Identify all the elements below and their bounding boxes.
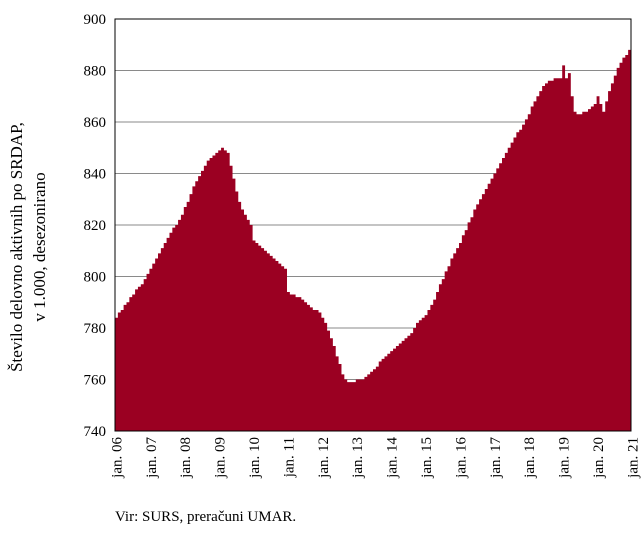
x-tick-label: jan. 18 — [522, 437, 538, 479]
x-tick-label: jan. 13 — [350, 437, 366, 479]
y-tick-label: 880 — [84, 64, 107, 80]
x-tick-label: jan. 11 — [281, 437, 297, 478]
y-axis-label-line1: Število delovno aktivnih po SRDAP, — [7, 122, 26, 372]
x-tick-label: jan. 17 — [488, 437, 504, 479]
employment-series-area — [115, 49, 631, 432]
plot-frame — [114, 18, 632, 432]
x-tick-label: jan. 14 — [385, 437, 401, 479]
x-tick-label: jan. 10 — [247, 437, 263, 479]
x-tick-label: jan. 16 — [453, 437, 469, 479]
y-tick-label: 760 — [84, 373, 107, 389]
x-tick-label: jan. 08 — [178, 437, 194, 479]
x-axis-ticks: jan. 06 jan. 07 jan. 08 jan. 09 jan. 10 jan. … — [109, 437, 641, 479]
y-axis-label-line2: v 1.000, desezonirano — [30, 172, 49, 321]
x-tick-label: jan. 20 — [591, 437, 607, 479]
x-tick-label: jan. 07 — [144, 437, 160, 479]
x-tick-label: jan. 09 — [213, 437, 229, 479]
y-tick-label: 820 — [84, 218, 107, 234]
x-tick-label: jan. 06 — [109, 437, 125, 479]
y-tick-label: 860 — [84, 115, 107, 131]
source-note: Vir: SURS, preračuni UMAR. — [115, 509, 297, 525]
y-tick-label: 800 — [84, 270, 107, 286]
y-axis-ticks: 740 760 780 800 820 840 860 880 900 — [84, 12, 107, 440]
x-tick-label: jan. 15 — [419, 437, 435, 479]
x-tick-label: jan. 12 — [316, 437, 332, 479]
y-tick-label: 740 — [84, 424, 107, 440]
y-tick-label: 900 — [84, 12, 107, 28]
x-tick-label: jan. 19 — [557, 437, 573, 479]
x-tick-label: jan. 21 — [625, 437, 641, 479]
y-tick-label: 780 — [84, 321, 107, 337]
y-tick-label: 840 — [84, 167, 107, 183]
